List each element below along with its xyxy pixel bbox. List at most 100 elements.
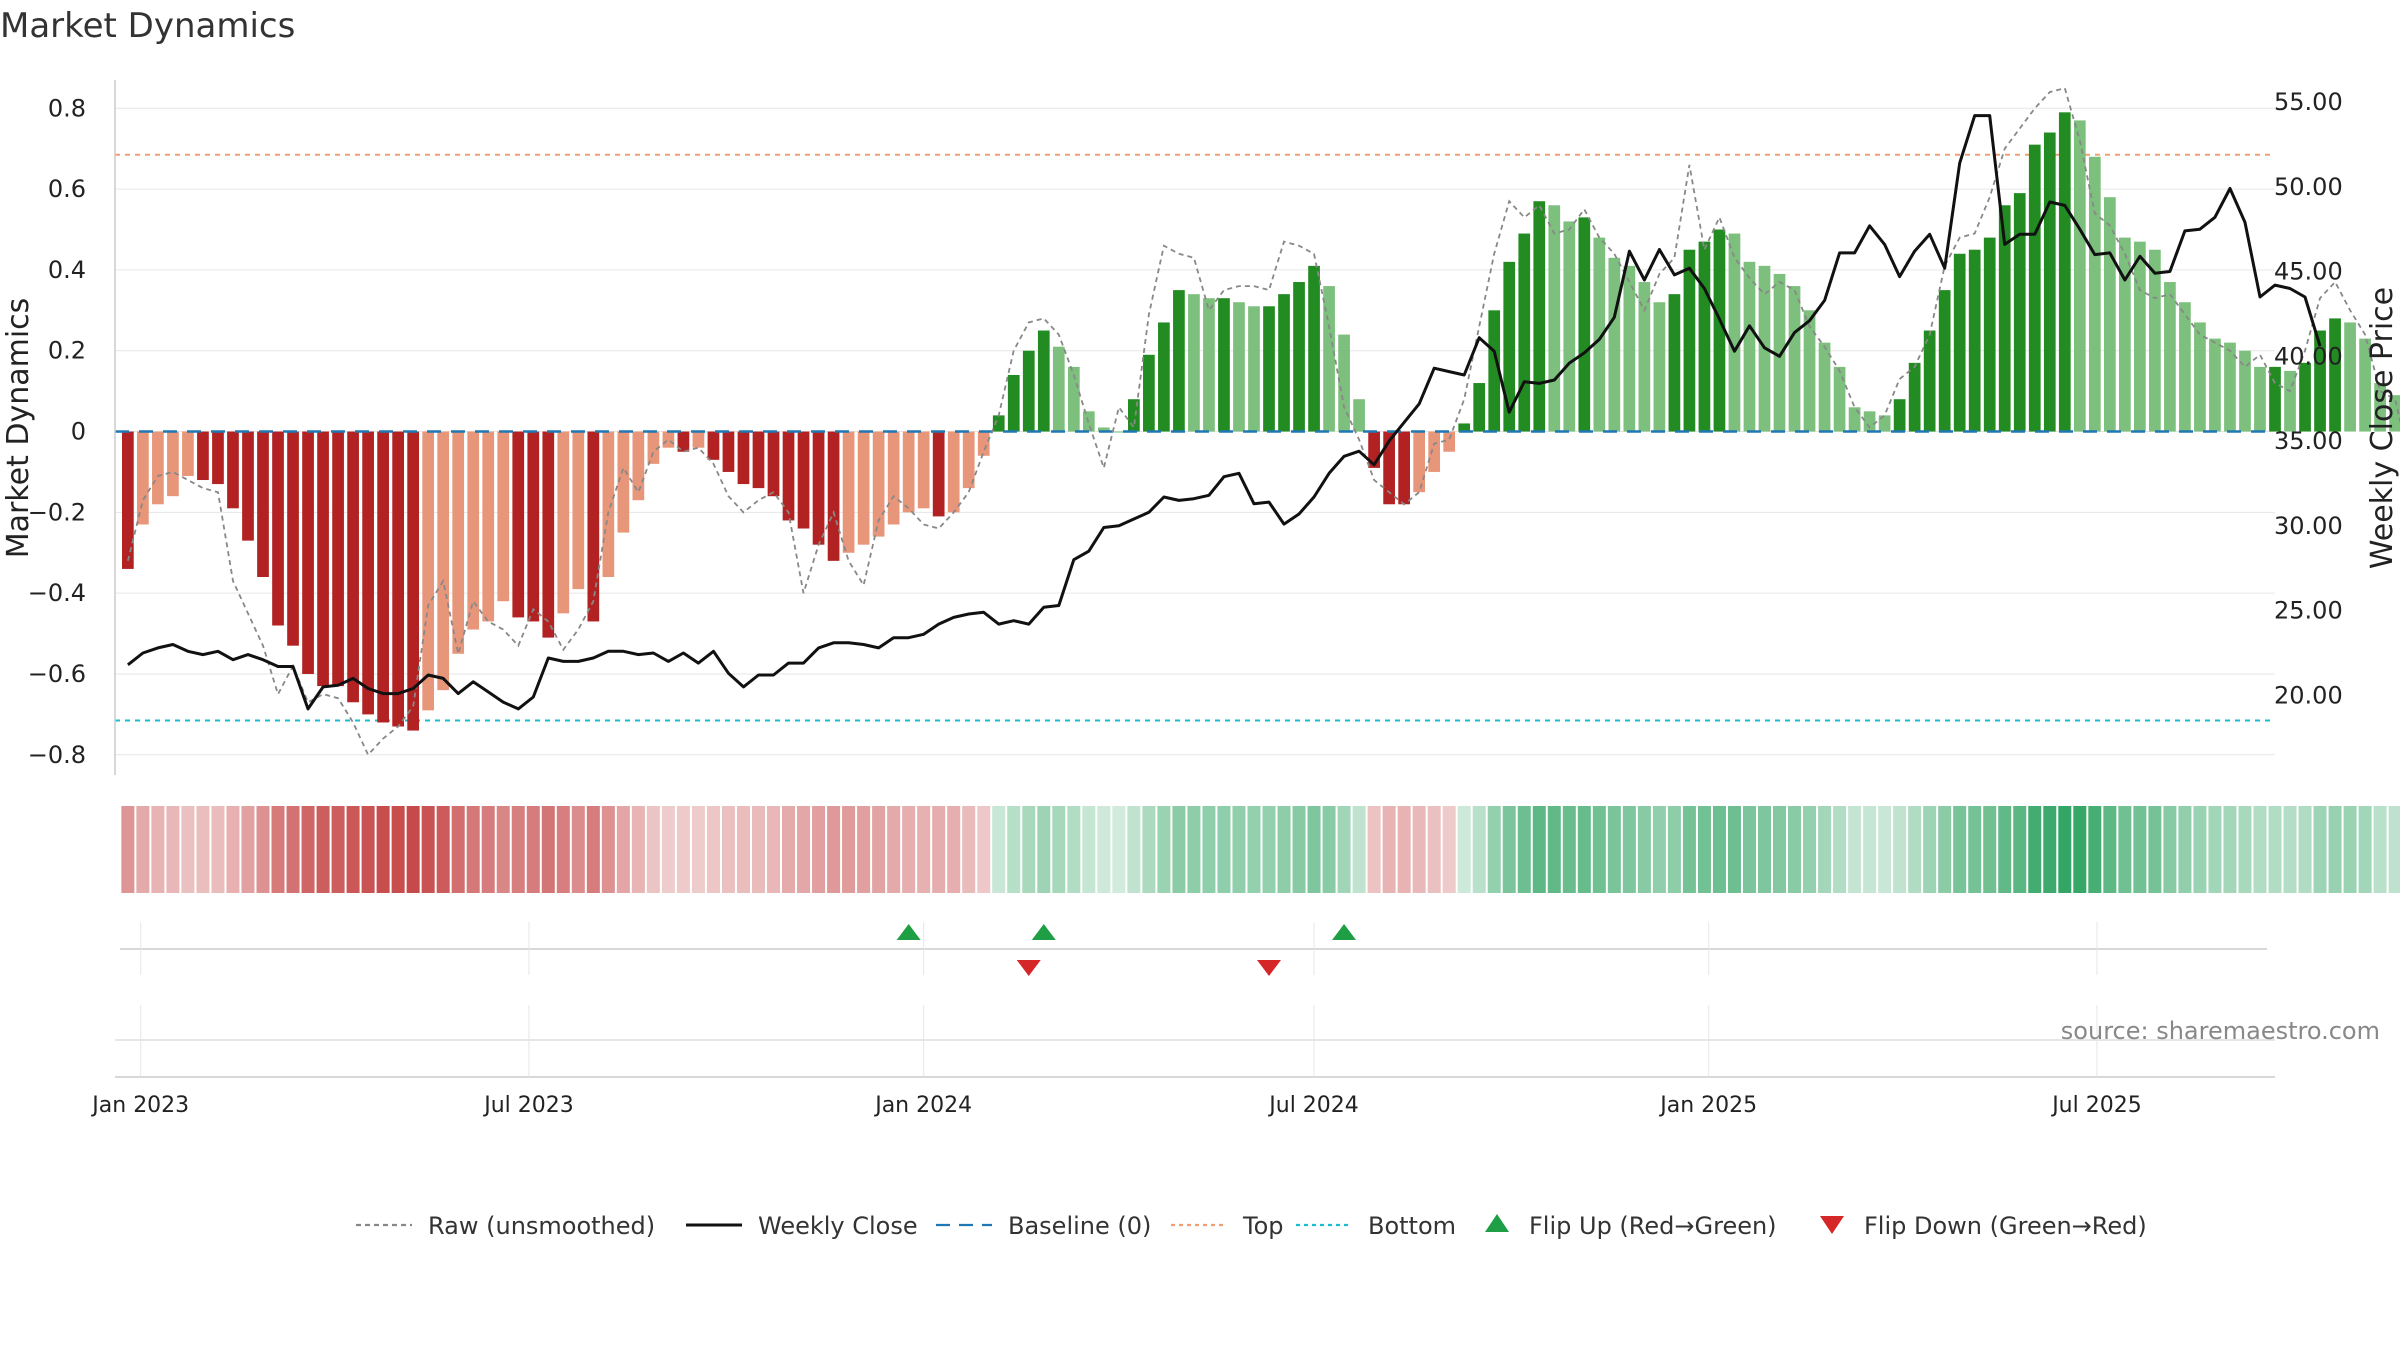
bar bbox=[1818, 342, 1831, 432]
bar bbox=[1052, 346, 1065, 432]
bar bbox=[2088, 156, 2101, 432]
strip-cell bbox=[797, 806, 811, 893]
bar bbox=[2239, 350, 2251, 432]
strip-cell bbox=[977, 806, 991, 893]
x-tick-label: Jan 2023 bbox=[90, 1093, 189, 1118]
strip-cell bbox=[2028, 806, 2042, 893]
strip-cell bbox=[2118, 806, 2132, 893]
legend: Raw (unsmoothed) Weekly Close Baseline (0)… bbox=[356, 1212, 2147, 1240]
strip-cell bbox=[2313, 806, 2327, 893]
bar bbox=[902, 431, 915, 513]
bar bbox=[1728, 233, 1741, 432]
strip-cell bbox=[812, 806, 826, 893]
strip-cell bbox=[1622, 806, 1636, 893]
strip-cell bbox=[226, 806, 240, 893]
bar bbox=[1368, 431, 1380, 468]
source-note: source: sharemaestro.com bbox=[2061, 1017, 2380, 1045]
bar bbox=[2043, 132, 2056, 432]
bar bbox=[1773, 273, 1786, 432]
bar bbox=[1037, 330, 1050, 432]
strip-cell bbox=[181, 806, 195, 893]
strip-cell bbox=[1277, 806, 1291, 893]
bar bbox=[1188, 294, 1200, 432]
strip-cell bbox=[1082, 806, 1096, 893]
bar bbox=[977, 431, 990, 456]
bar bbox=[482, 431, 495, 622]
y2-tick-label: 20.00 bbox=[2274, 681, 2343, 709]
strip-cell bbox=[346, 806, 360, 893]
bar bbox=[287, 431, 299, 646]
bar bbox=[1308, 265, 1320, 432]
strip-cell bbox=[2388, 806, 2400, 893]
bar bbox=[617, 431, 630, 533]
bar bbox=[257, 431, 269, 578]
bar bbox=[347, 431, 359, 703]
strip-cell bbox=[1142, 806, 1156, 893]
strip-cell bbox=[2358, 806, 2372, 893]
strip-cell bbox=[241, 806, 255, 893]
legend-label: Bottom bbox=[1368, 1212, 1456, 1240]
bar bbox=[1563, 221, 1576, 432]
bar bbox=[122, 431, 134, 569]
legend-label: Raw (unsmoothed) bbox=[428, 1212, 655, 1240]
bar bbox=[2028, 144, 2041, 432]
legend-item: Bottom bbox=[1296, 1212, 1456, 1240]
strip-cell bbox=[767, 806, 781, 893]
strip-cell bbox=[1202, 806, 1216, 893]
bar bbox=[1608, 257, 1621, 432]
y-tick-label: −0.2 bbox=[28, 498, 86, 526]
bar bbox=[1398, 431, 1410, 505]
strip-cell bbox=[1757, 806, 1772, 893]
strip-cell bbox=[166, 806, 180, 893]
legend-label: Flip Up (Red→Green) bbox=[1529, 1212, 1777, 1240]
strip-cell bbox=[1247, 806, 1261, 893]
bar bbox=[572, 431, 585, 590]
y2-tick-label: 35.00 bbox=[2274, 427, 2343, 455]
bar bbox=[1623, 265, 1636, 432]
strip-cell bbox=[331, 806, 345, 893]
strip-cell bbox=[1337, 806, 1351, 893]
strip-cell bbox=[1848, 806, 1862, 893]
bar bbox=[1908, 362, 1921, 432]
strip-cell bbox=[1788, 806, 1802, 893]
strip-cell bbox=[496, 806, 510, 893]
bar bbox=[1458, 423, 1471, 432]
strip-cell bbox=[782, 806, 796, 893]
legend-item: Flip Up (Red→Green) bbox=[1485, 1212, 1777, 1240]
strip-cell bbox=[136, 806, 150, 893]
strip-cell bbox=[1953, 806, 1967, 893]
bar bbox=[1878, 415, 1891, 432]
strip-cell bbox=[1322, 806, 1336, 893]
bar bbox=[2058, 112, 2071, 432]
bar bbox=[2314, 330, 2326, 432]
strip-cell bbox=[2088, 806, 2102, 893]
strip-cell bbox=[1187, 806, 1201, 893]
bar bbox=[1968, 249, 1981, 432]
strip-cell bbox=[1532, 806, 1546, 893]
bar bbox=[1638, 282, 1651, 432]
strip-cell bbox=[2223, 806, 2237, 893]
strip-cell bbox=[1172, 806, 1186, 893]
strip-cell bbox=[2238, 806, 2252, 893]
strip-cell bbox=[932, 806, 946, 893]
strip-cell bbox=[1923, 806, 1937, 893]
bar bbox=[302, 431, 314, 674]
strip-cell bbox=[2103, 806, 2117, 893]
strip-cell bbox=[1577, 806, 1591, 893]
strip-cell bbox=[196, 806, 210, 893]
strip-cell bbox=[2193, 806, 2207, 893]
legend-item: Weekly Close bbox=[686, 1212, 918, 1240]
weekly-close-line bbox=[126, 114, 2322, 711]
bar bbox=[2073, 120, 2086, 432]
bar bbox=[1128, 399, 1140, 432]
bar bbox=[557, 431, 570, 614]
strip-cell bbox=[1908, 806, 1922, 893]
bar bbox=[1548, 205, 1561, 432]
strip-cell bbox=[1547, 806, 1561, 893]
bar bbox=[2134, 241, 2146, 432]
bar bbox=[1443, 431, 1456, 452]
strip-cell bbox=[691, 806, 705, 893]
strip-cell bbox=[721, 806, 735, 893]
bar bbox=[602, 431, 615, 578]
bar bbox=[1383, 431, 1395, 505]
